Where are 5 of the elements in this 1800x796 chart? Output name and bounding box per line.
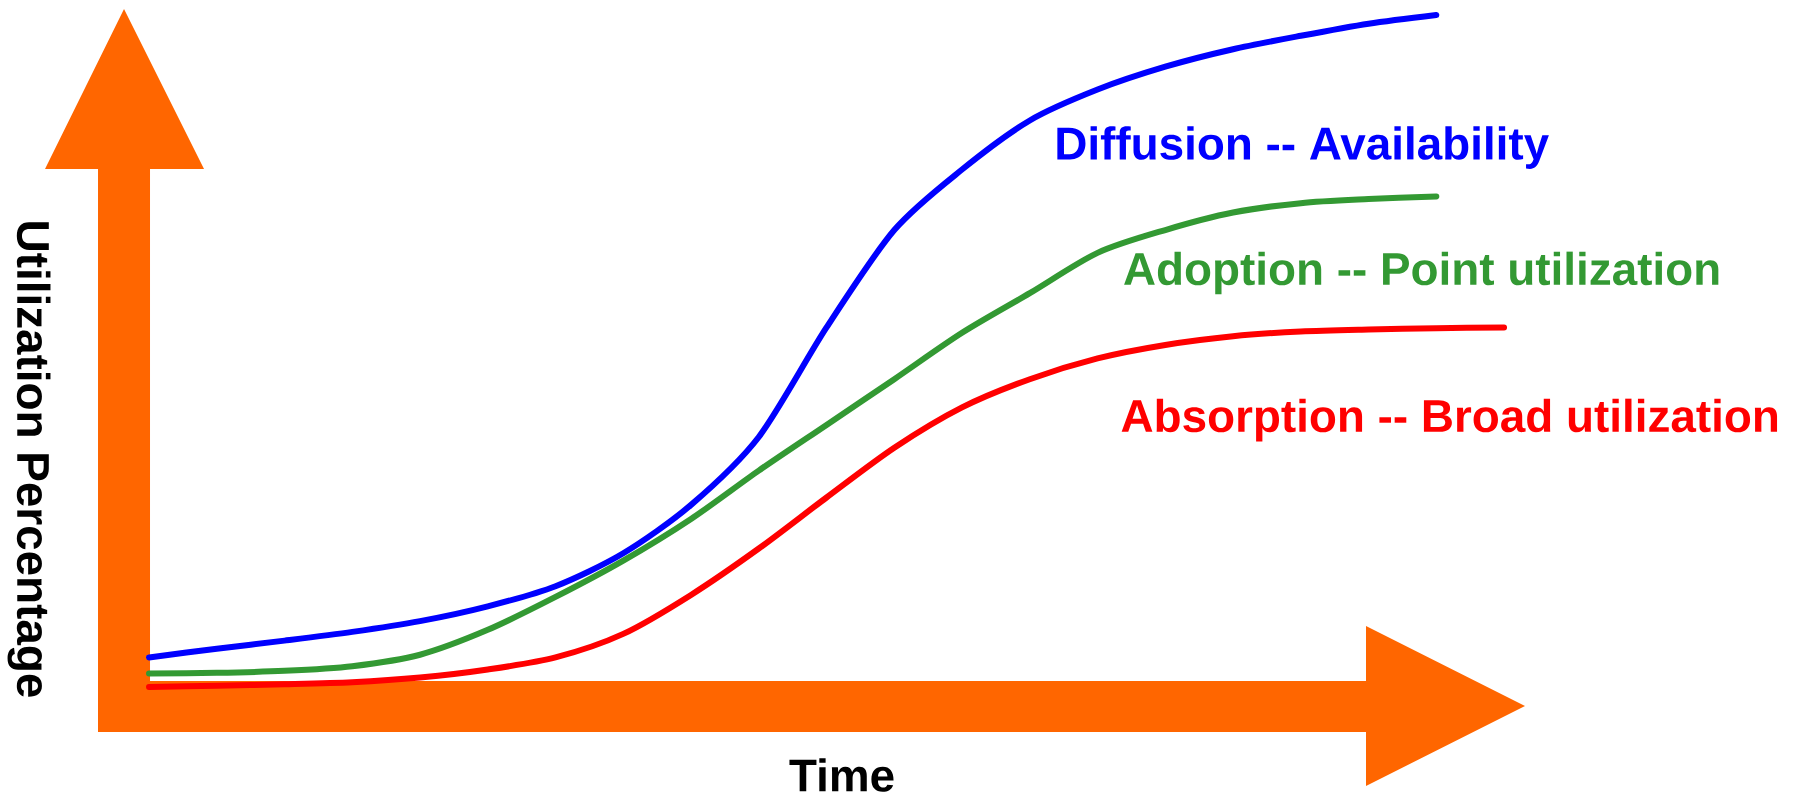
x-axis-title: Time <box>789 758 894 792</box>
y-axis-title: Utilization Percentage <box>7 222 51 697</box>
series-label: Diffusion -- Availability <box>1057 126 1549 169</box>
series-label: Adoption -- Point utilization <box>1124 251 1719 295</box>
series-label: Absorption -- Broad utilization <box>1121 398 1778 442</box>
